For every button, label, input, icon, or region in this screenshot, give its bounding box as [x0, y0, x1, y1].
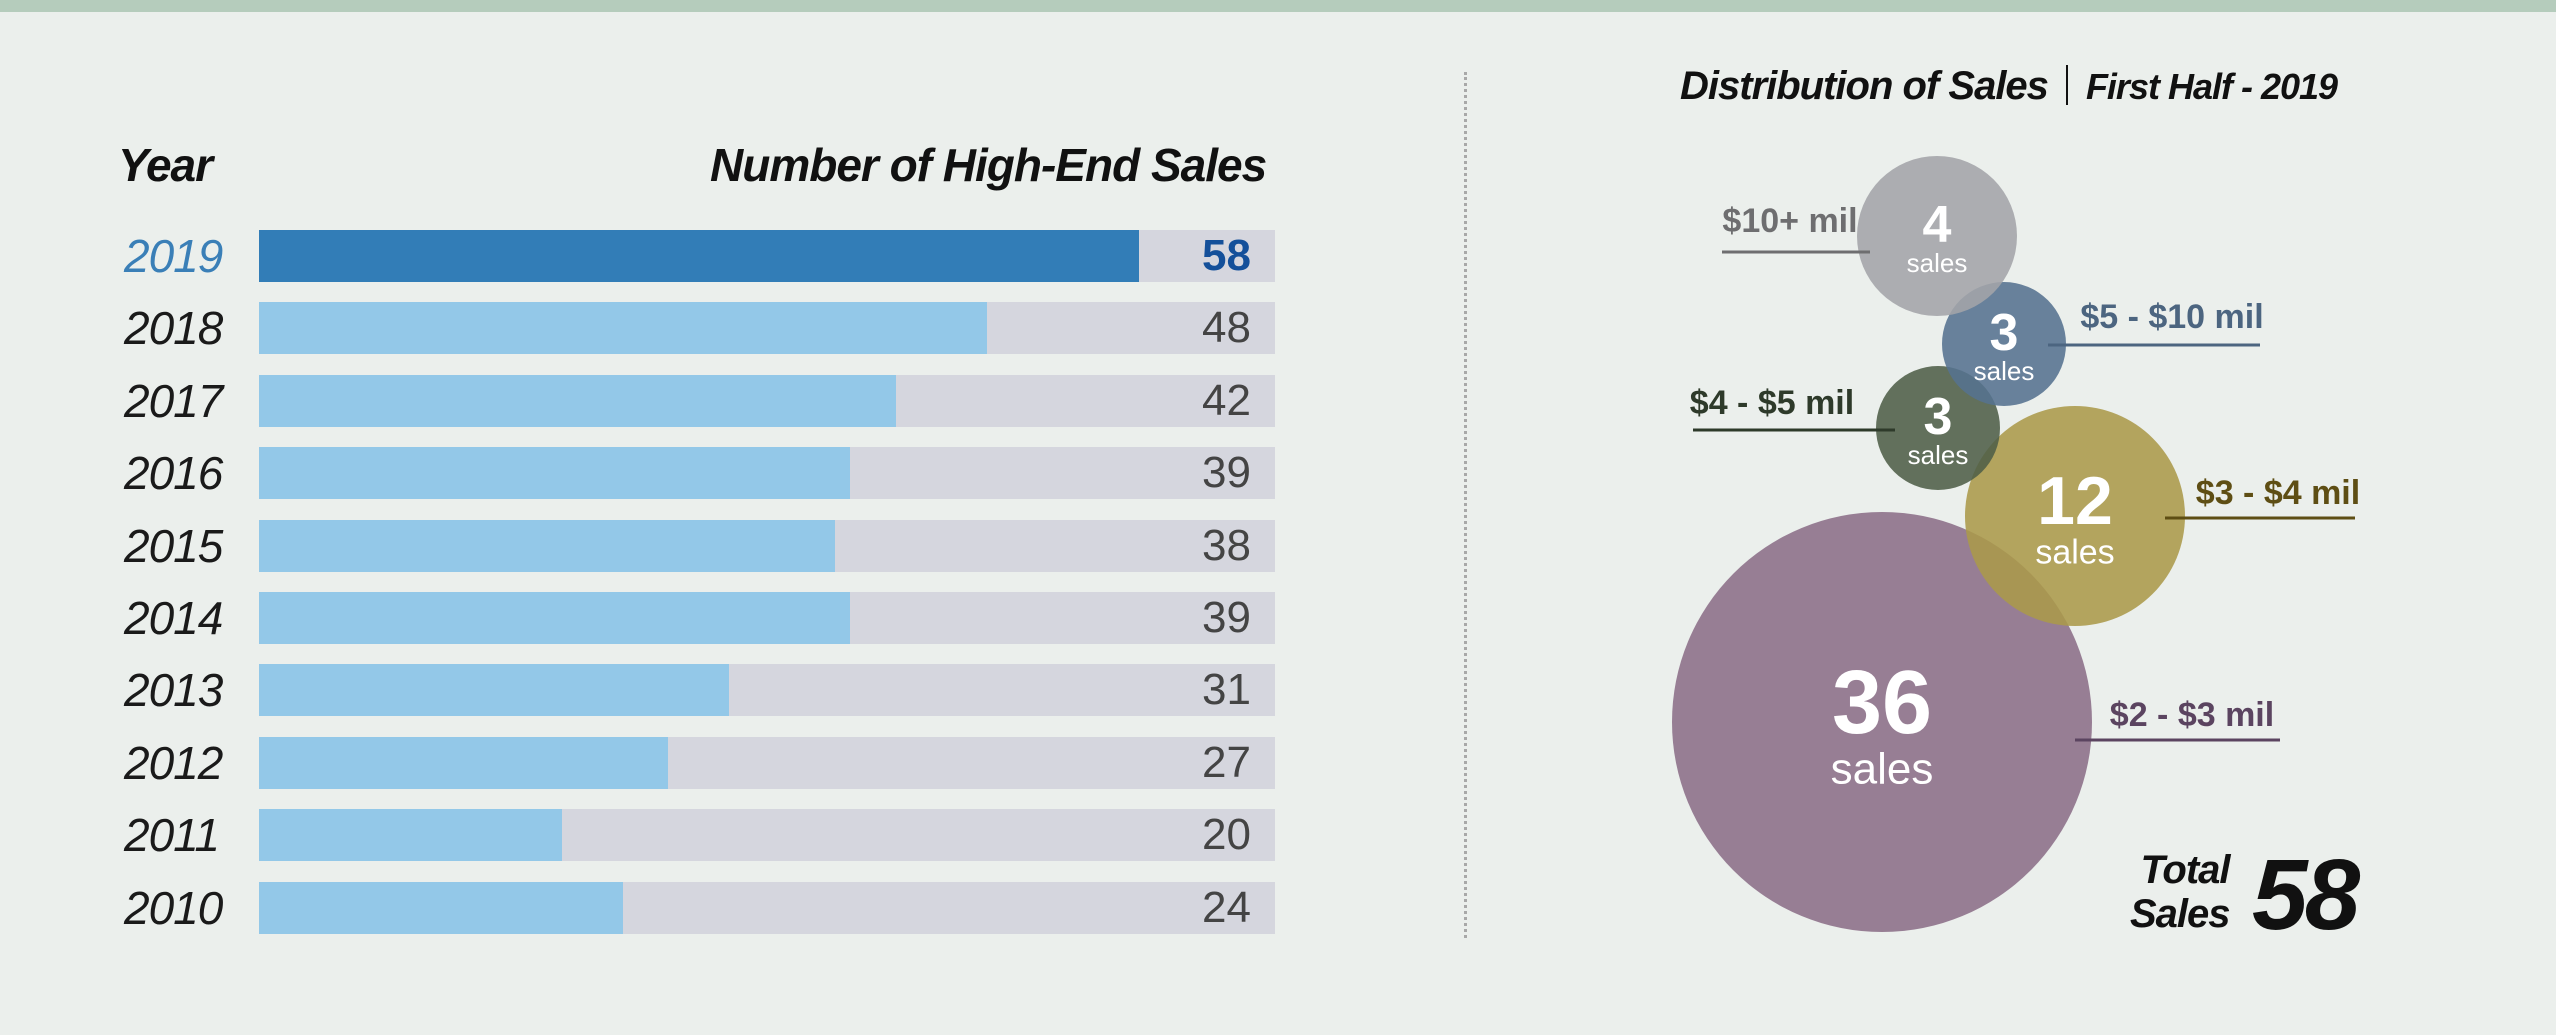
bar-row-2013: 2013 31 [0, 662, 1300, 718]
bar-track: 42 [259, 374, 1275, 427]
total-label-line-1: Total [2140, 848, 2230, 892]
top-strip [0, 0, 2556, 12]
bar-track: 48 [259, 302, 1275, 355]
bar-year-label: 2012 [124, 736, 223, 789]
bubble-2 [1876, 366, 2000, 490]
bar-track: 39 [259, 447, 1275, 500]
bar-value-label: 31 [1202, 665, 1251, 715]
bar-row-2012: 2012 27 [0, 735, 1300, 791]
bar-year-label: 2018 [124, 302, 223, 355]
bubble-range-label: $10+ mil [1722, 202, 1857, 240]
bubble-chart-title: Distribution of Sales First Half - 2019 [1680, 64, 2338, 109]
bar-track: 39 [259, 592, 1275, 644]
bar-row-2018: 2018 48 [0, 300, 1300, 356]
bar-year-label: 2010 [124, 881, 223, 934]
bubble-range-label: $5 - $10 mil [2080, 298, 2263, 336]
bar-year-label: 2015 [124, 519, 223, 572]
bar-year-label: 2014 [124, 592, 223, 644]
bar-value-label: 39 [1202, 448, 1251, 498]
bar-2018 [259, 302, 987, 355]
bar-year-label: 2017 [124, 374, 223, 427]
bar-value-label: 20 [1202, 810, 1251, 860]
bar-2019 [259, 230, 1139, 282]
bar-row-2015: 2015 38 [0, 518, 1300, 574]
bar-year-label: 2013 [124, 664, 223, 717]
bar-track: 38 [259, 519, 1275, 572]
bubble-value-label: 3 [1990, 304, 2019, 362]
bar-value-label: 27 [1202, 737, 1251, 787]
bar-2013 [259, 664, 730, 717]
bar-2016 [259, 447, 851, 500]
bar-value-label: 48 [1202, 303, 1251, 353]
bar-value-label: 42 [1202, 375, 1251, 425]
bubble-value-label: 4 [1923, 196, 1952, 254]
bar-row-2016: 2016 39 [0, 445, 1300, 501]
bar-year-label: 2016 [124, 447, 223, 500]
bubble-value-label: 12 [2037, 463, 2113, 539]
total-sales-value: 58 [2252, 839, 2360, 951]
bar-row-2010: 2010 24 [0, 880, 1300, 936]
total-label-line-2: Sales [2130, 892, 2231, 936]
bubble-3 [1965, 406, 2185, 626]
bar-row-2011: 2011 20 [0, 807, 1300, 863]
bar-2011 [259, 809, 563, 862]
bubble-unit-label: sales [1908, 440, 1969, 470]
bubble-unit-label: sales [1974, 356, 2035, 386]
bar-2010 [259, 881, 623, 934]
bubble-unit-label: sales [1831, 744, 1934, 793]
bar-2012 [259, 736, 669, 789]
bar-track: 24 [259, 881, 1275, 934]
title-separator [2065, 65, 2068, 105]
bar-2017 [259, 374, 896, 427]
bar-year-label: 2011 [124, 809, 220, 862]
bar-row-2019: 2019 58 [0, 228, 1300, 284]
bubble-value-label: 36 [1832, 653, 1932, 753]
bubble-4 [1672, 512, 2092, 932]
bar-2014 [259, 592, 851, 644]
bar-track: 20 [259, 809, 1275, 862]
bubble-chart-subtitle: First Half - 2019 [2085, 66, 2338, 107]
bar-value-label: 39 [1202, 593, 1251, 642]
bubble-unit-label: sales [1907, 248, 1968, 278]
bubble-range-label: $4 - $5 mil [1690, 384, 1854, 422]
bubble-1 [1942, 282, 2066, 406]
bar-track: 27 [259, 736, 1275, 789]
bar-track: 31 [259, 664, 1275, 717]
bar-track: 58 [259, 230, 1275, 282]
year-axis-header: Year [118, 139, 213, 191]
bar-value-label: 58 [1202, 231, 1251, 280]
bubble-value-label: 3 [1924, 388, 1953, 446]
bar-value-label: 38 [1202, 520, 1251, 570]
sales-axis-header: Number of High-End Sales [710, 139, 1267, 191]
bar-row-2017: 2017 42 [0, 373, 1300, 429]
section-divider [1464, 72, 1467, 938]
bubble-range-label: $3 - $4 mil [2196, 474, 2360, 512]
bar-value-label: 24 [1202, 882, 1251, 932]
bubble-range-label: $2 - $3 mil [2110, 696, 2274, 734]
bar-2015 [259, 519, 836, 572]
bubble-0 [1857, 156, 2017, 316]
bubble-chart-title-main: Distribution of Sales [1680, 64, 2049, 108]
bubble-unit-label: sales [2035, 533, 2114, 571]
bar-row-2014: 2014 39 [0, 590, 1300, 646]
bar-year-label: 2019 [124, 230, 223, 282]
total-sales-label: Total Sales [2130, 848, 2231, 936]
